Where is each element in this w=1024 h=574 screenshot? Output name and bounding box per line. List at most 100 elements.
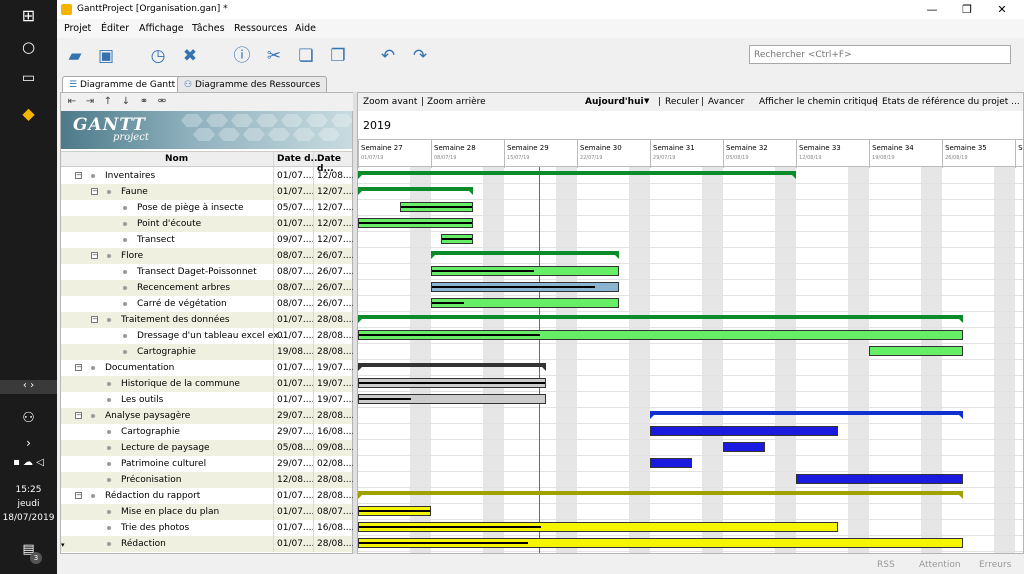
back-button[interactable]: Reculer: [665, 97, 699, 107]
task-row[interactable]: Patrimoine culturel 29/07.... 02/08....: [61, 456, 355, 472]
copy-icon[interactable]: ❏: [298, 46, 314, 66]
task-start-date[interactable]: 08/07....: [277, 251, 315, 261]
task-end-date[interactable]: 12/07....: [317, 219, 355, 229]
menu-affichage[interactable]: Affichage: [139, 23, 184, 34]
task-bar[interactable]: [431, 266, 619, 276]
task-row[interactable]: Cartographie 19/08.... 28/08....: [61, 344, 354, 360]
task-end-date[interactable]: 28/08....: [317, 475, 355, 485]
taskbar-scroll-icon[interactable]: ‹ ›: [0, 380, 57, 394]
chevron-up-icon[interactable]: ›: [26, 436, 31, 450]
collapse-toggle-icon[interactable]: −: [91, 187, 98, 195]
task-start-date[interactable]: 01/07....: [277, 363, 315, 373]
collapse-toggle-icon[interactable]: −: [91, 315, 98, 323]
tab-gantt[interactable]: ☰ Diagramme de Gantt: [62, 76, 183, 93]
task-start-date[interactable]: 29/07....: [277, 427, 315, 437]
rss-label[interactable]: RSS: [877, 560, 895, 570]
menu-taches[interactable]: Tâches: [192, 23, 225, 34]
task-start-date[interactable]: 01/07....: [277, 331, 315, 341]
task-bar[interactable]: [358, 394, 546, 404]
task-end-date[interactable]: 26/07....: [317, 299, 355, 309]
menu-aide[interactable]: Aide: [295, 23, 317, 34]
task-end-date[interactable]: 26/07....: [317, 283, 355, 293]
task-row[interactable]: Rédaction 01/07.... 28/08....: [61, 536, 354, 552]
task-start-date[interactable]: 12/08....: [277, 475, 315, 485]
task-start-date[interactable]: 09/07....: [277, 235, 315, 245]
redo-icon[interactable]: ↷: [412, 46, 428, 66]
column-start-header[interactable]: Date d...: [277, 154, 321, 164]
collapse-toggle-icon[interactable]: −: [75, 363, 82, 371]
task-end-date[interactable]: 19/07....: [317, 379, 355, 389]
task-start-date[interactable]: 05/08....: [277, 443, 315, 453]
task-name[interactable]: Les outils: [121, 395, 164, 405]
critical-path-button[interactable]: Afficher le chemin critique: [759, 97, 878, 107]
task-end-date[interactable]: 12/07....: [317, 203, 355, 213]
summary-task-bar[interactable]: [358, 171, 797, 179]
task-name[interactable]: Analyse paysagère: [105, 411, 191, 421]
task-name[interactable]: Dressage d'un tableau excel ex...: [137, 331, 287, 341]
scroll-down-icon[interactable]: ▾: [61, 541, 65, 549]
task-end-date[interactable]: 28/08....: [317, 331, 355, 341]
task-end-date[interactable]: 16/08....: [317, 427, 355, 437]
task-row[interactable]: Historique de la commune 01/07.... 19/07..…: [61, 376, 355, 392]
task-name[interactable]: Pose de piège à insecte: [137, 203, 244, 213]
task-bar[interactable]: [358, 378, 546, 388]
zoom-out-button[interactable]: Zoom arrière: [427, 97, 486, 107]
task-end-date[interactable]: 02/08....: [317, 459, 355, 469]
people-icon[interactable]: ⚇: [22, 410, 35, 426]
summary-task-bar[interactable]: [650, 411, 963, 419]
undo-icon[interactable]: ↶: [380, 46, 396, 66]
today-button[interactable]: Aujourd'hui: [585, 97, 644, 107]
warning-label[interactable]: Attention: [919, 560, 961, 570]
task-start-date[interactable]: 29/07....: [277, 459, 315, 469]
task-end-date[interactable]: 08/07....: [317, 507, 355, 517]
task-name[interactable]: Inventaires: [105, 171, 156, 181]
summary-task-bar[interactable]: [431, 251, 619, 259]
task-end-date[interactable]: 26/07....: [317, 267, 355, 277]
task-name[interactable]: Recencement arbres: [137, 283, 231, 293]
clock-icon[interactable]: ◷: [150, 46, 166, 66]
minimize-icon[interactable]: —: [926, 3, 938, 16]
task-start-date[interactable]: 01/07....: [277, 187, 315, 197]
open-folder-icon[interactable]: ▰: [68, 46, 82, 66]
menu-editer[interactable]: Éditer: [101, 23, 130, 34]
tray-icons[interactable]: ▪ ☁ ◁: [13, 457, 44, 468]
task-bar[interactable]: [650, 426, 838, 436]
task-bar[interactable]: [431, 298, 619, 308]
task-bar[interactable]: [441, 234, 473, 244]
task-end-date[interactable]: 12/07....: [317, 187, 355, 197]
tab-resources[interactable]: ⚇ Diagramme des Ressources: [177, 76, 328, 93]
task-row[interactable]: − Documentation 01/07.... 19/07....: [61, 360, 355, 376]
task-row[interactable]: − Traitement des données 01/07.... 28/08...…: [61, 312, 355, 328]
task-end-date[interactable]: 09/08....: [317, 443, 355, 453]
task-name[interactable]: Lecture de paysage: [121, 443, 210, 453]
task-name[interactable]: Carré de végétation: [137, 299, 227, 309]
task-name[interactable]: Point d'écoute: [137, 219, 202, 229]
delete-icon[interactable]: ✖: [182, 46, 198, 66]
task-start-date[interactable]: 01/07....: [277, 315, 315, 325]
clock-time[interactable]: 15:25: [15, 485, 42, 495]
search-input[interactable]: [749, 45, 1011, 64]
task-end-date[interactable]: 16/08....: [317, 523, 355, 533]
task-start-date[interactable]: 29/07....: [277, 411, 315, 421]
menu-ressources[interactable]: Ressources: [234, 23, 288, 34]
summary-task-bar[interactable]: [358, 187, 473, 195]
task-row[interactable]: − Faune 01/07.... 12/07....: [61, 184, 355, 200]
cut-icon[interactable]: ✂: [266, 46, 282, 66]
task-start-date[interactable]: 01/07....: [277, 395, 315, 405]
task-end-date[interactable]: 26/07....: [317, 251, 355, 261]
chevron-down-icon[interactable]: ▼: [644, 97, 650, 105]
task-end-date[interactable]: 19/07....: [317, 363, 355, 373]
task-row[interactable]: − Inventaires 01/07.... 12/08....: [61, 168, 354, 184]
task-row[interactable]: Trie des photos 01/07.... 16/08....: [61, 520, 355, 536]
close-icon[interactable]: ✕: [997, 3, 1007, 16]
task-row[interactable]: Recencement arbres 08/07.... 26/07....: [61, 280, 355, 296]
task-bar[interactable]: [358, 538, 963, 548]
task-start-date[interactable]: 08/07....: [277, 283, 315, 293]
task-end-date[interactable]: 19/07....: [317, 395, 355, 405]
task-name[interactable]: Patrimoine culturel: [121, 459, 207, 469]
task-end-date[interactable]: 28/08....: [317, 315, 355, 325]
baseline-button[interactable]: Etats de référence du projet ...: [882, 97, 1020, 107]
unindent-icon[interactable]: ⇤: [67, 96, 77, 107]
summary-task-bar[interactable]: [358, 363, 546, 371]
task-bar[interactable]: [650, 458, 692, 468]
